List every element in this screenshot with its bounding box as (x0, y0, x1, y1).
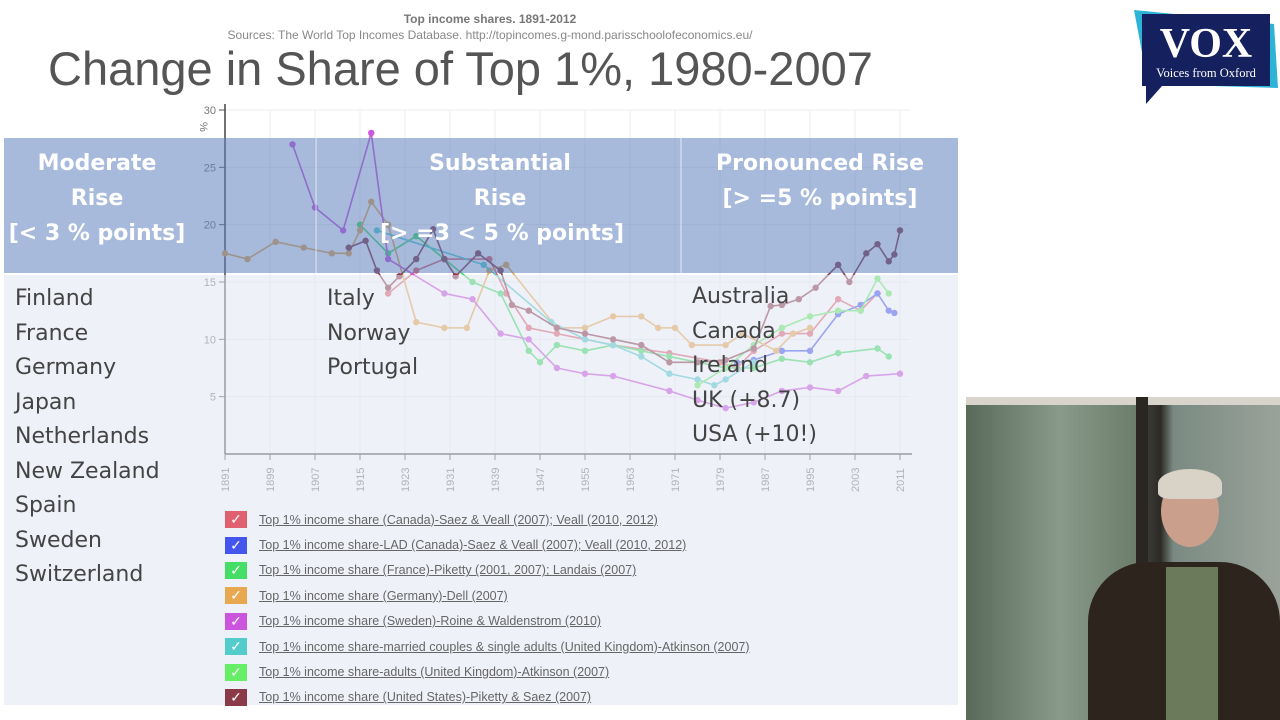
legend-checkbox[interactable]: ✓ (225, 536, 247, 554)
legend-label[interactable]: Top 1% income share-married couples & si… (259, 639, 750, 654)
vox-logo: VOX Voices from Oxford (1134, 10, 1278, 104)
y-axis-label: % (197, 122, 209, 132)
legend-checkbox[interactable]: ✓ (225, 688, 247, 706)
band-divider (680, 138, 682, 273)
slide-title: Change in Share of Top 1%, 1980-2007 (48, 42, 873, 95)
country: Canada (692, 318, 776, 344)
country: Japan (15, 389, 77, 415)
band-divider (315, 138, 317, 273)
country: Switzerland (15, 562, 144, 587)
legend-item[interactable]: ✓ Top 1% income share-married couples & s… (225, 634, 750, 659)
country: France (15, 320, 89, 346)
legend-item[interactable]: ✓ Top 1% income share (Sweden)-Roine & Wa… (225, 609, 750, 634)
country-panel (4, 275, 958, 705)
data-point (368, 129, 375, 137)
legend-label[interactable]: Top 1% income share-adults (United Kingd… (259, 665, 610, 680)
legend-item[interactable]: ✓ Top 1% income share (France)-Piketty (2… (225, 558, 750, 583)
country-list-moderate: Finland France Germany Japan Netherlands… (15, 282, 160, 593)
wall (966, 397, 1280, 405)
category-band (4, 138, 958, 273)
legend-label[interactable]: Top 1% income share (Canada)-Saez & Veal… (259, 512, 658, 527)
legend-label[interactable]: Top 1% income share (United States)-Pike… (259, 690, 592, 705)
legend-checkbox[interactable]: ✓ (225, 638, 247, 656)
legend-checkbox[interactable]: ✓ (225, 587, 247, 605)
legend-label[interactable]: Top 1% income share (France)-Piketty (20… (259, 563, 637, 578)
y-tick-label: 30 (204, 105, 216, 117)
logo-tagline: Voices from Oxford (1156, 66, 1256, 80)
country: Ireland (692, 353, 769, 378)
speaker-sweater (1166, 567, 1218, 720)
speaker-hair (1158, 469, 1222, 499)
heading-line: Rise (70, 186, 124, 211)
country: USA (+10!) (692, 422, 817, 447)
legend-checkbox[interactable]: ✓ (225, 612, 247, 630)
legend-checkbox[interactable]: ✓ (225, 511, 247, 529)
column-heading-pronounced: Pronounced Rise [> =5 % points] (700, 146, 940, 216)
column-heading-moderate: Moderate Rise [< 3 % points] (6, 146, 188, 251)
country: Sweden (15, 527, 102, 553)
legend-item[interactable]: ✓ Top 1% income share (Germany)-Dell (200… (225, 583, 750, 608)
country: New Zealand (15, 458, 160, 484)
speaker-video (966, 397, 1280, 720)
heading-line: [> =5 % points] (722, 186, 918, 211)
legend-item[interactable]: ✓ Top 1% income share-adults (United King… (225, 659, 750, 684)
chart-sources: Sources: The World Top Incomes Database.… (227, 28, 753, 42)
legend-label[interactable]: Top 1% income share (Germany)-Dell (2007… (259, 588, 508, 603)
column-heading-substantial: Substantial Rise [> =3 < 5 % points] (380, 146, 625, 251)
heading-line: Substantial (429, 151, 571, 176)
heading-line: Rise (473, 186, 527, 211)
heading-line: [< 3 % points] (8, 221, 186, 246)
legend-item[interactable]: ✓ Top 1% income share (Canada)-Saez & Vea… (225, 507, 750, 532)
country: Portugal (327, 355, 419, 380)
heading-line: Moderate (37, 151, 157, 176)
legend-checkbox[interactable]: ✓ (225, 561, 247, 579)
country-list-substantial: Italy Norway Portugal (327, 282, 418, 386)
heading-line: [> =3 < 5 % points] (380, 221, 625, 246)
country: Australia (692, 284, 790, 309)
country: Netherlands (15, 424, 150, 449)
logo-text: VOX (1160, 21, 1253, 67)
heading-line: Pronounced Rise (715, 151, 925, 176)
chart-legend: ✓ Top 1% income share (Canada)-Saez & Vea… (225, 507, 750, 710)
logo-speech-bubble (1142, 14, 1270, 104)
legend-item[interactable]: ✓ Top 1% income share-LAD (Canada)-Saez &… (225, 532, 750, 557)
chart-title: Top income shares. 1891-2012 (403, 12, 577, 26)
legend-label[interactable]: Top 1% income share (Sweden)-Roine & Wal… (259, 614, 602, 629)
country: Finland (15, 286, 94, 311)
country: Norway (327, 320, 411, 346)
country-list-pronounced: Australia Canada Ireland UK (+8.7) USA (… (692, 280, 817, 453)
country: Italy (327, 286, 375, 311)
legend-item[interactable]: ✓ Top 1% income share (United States)-Pik… (225, 685, 750, 710)
legend-checkbox[interactable]: ✓ (225, 663, 247, 681)
country: Germany (15, 355, 117, 380)
country: Spain (15, 493, 77, 518)
country: UK (+8.7) (692, 387, 801, 413)
legend-label[interactable]: Top 1% income share-LAD (Canada)-Saez & … (259, 538, 687, 553)
